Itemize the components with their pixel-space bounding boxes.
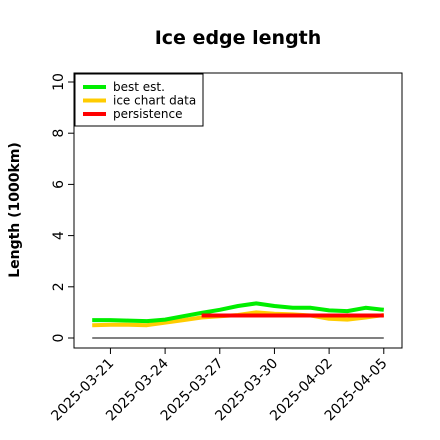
y-axis-label: Length (1000km) <box>7 142 23 278</box>
y-tick-label: 8 <box>51 129 67 138</box>
y-tick-label: 0 <box>51 334 67 343</box>
plot-frame <box>73 72 403 349</box>
y-tick-label: 6 <box>51 180 67 189</box>
y-tick-label: 2 <box>51 282 67 291</box>
series-line-best-est- <box>92 301 385 324</box>
y-axis: 0 2 4 6 8 10 <box>51 73 74 342</box>
legend-label: best est. <box>113 80 165 94</box>
legend-box <box>74 73 204 127</box>
x-axis: 2025-03-212025-03-242025-03-272025-03-30… <box>48 348 391 424</box>
series-layer <box>92 301 385 339</box>
y-tick-label: 4 <box>51 231 67 240</box>
chart-title: Ice edge length <box>155 27 322 49</box>
y-tick-label: 10 <box>51 73 67 91</box>
legend-label: persistence <box>113 107 182 121</box>
plot-area <box>73 72 403 349</box>
legend-label: ice chart data <box>113 94 196 108</box>
